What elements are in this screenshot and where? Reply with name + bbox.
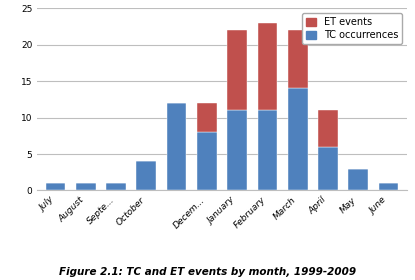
Bar — [76, 183, 95, 190]
Bar — [46, 183, 65, 190]
Text: Figure 2.1: TC and ET events by month, 1999-2009: Figure 2.1: TC and ET events by month, 1… — [59, 267, 356, 277]
Bar — [379, 183, 398, 190]
Bar — [167, 103, 186, 190]
Bar — [318, 147, 338, 190]
Bar — [349, 169, 368, 190]
Bar — [288, 30, 308, 88]
Bar — [318, 110, 338, 147]
Bar — [227, 110, 247, 190]
Legend: ET events, TC occurrences: ET events, TC occurrences — [302, 13, 402, 44]
Bar — [288, 88, 308, 190]
Bar — [258, 110, 277, 190]
Bar — [137, 161, 156, 190]
Bar — [197, 103, 217, 132]
Bar — [258, 23, 277, 110]
Bar — [106, 183, 126, 190]
Bar — [197, 132, 217, 190]
Bar — [227, 30, 247, 110]
